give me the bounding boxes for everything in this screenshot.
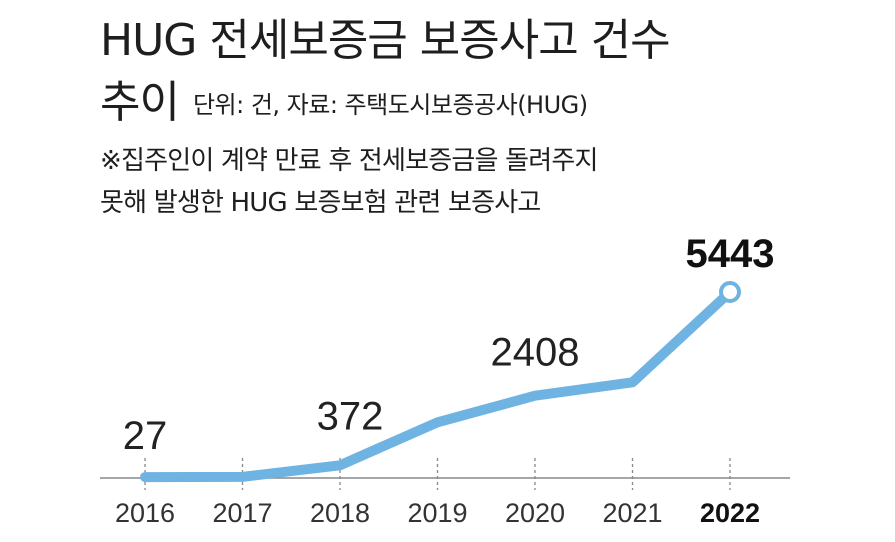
x-tick-label: 2016 xyxy=(115,498,175,528)
data-label-2022: 5443 xyxy=(686,232,775,276)
chart-title: HUG 전세보증금 보증사고 건수 추이 단위: 건, 자료: 주택도시보증공사(… xyxy=(100,10,860,136)
x-tick-label: 2017 xyxy=(212,498,272,528)
data-point-2022 xyxy=(719,281,741,303)
x-tick-label: 2020 xyxy=(505,498,565,528)
x-tick-label: 2019 xyxy=(407,498,467,528)
unit-source-label: 단위: 건, 자료: 주택도시보증공사(HUG) xyxy=(192,91,588,119)
x-tick-label: 2022 xyxy=(700,498,760,528)
data-label-2018: 372 xyxy=(317,394,384,438)
title-line-1: HUG 전세보증금 보증사고 건수 xyxy=(100,15,671,66)
chart-note: ※집주인이 계약 만료 후 전세보증금을 돌려주지 못해 발생한 HUG 보증보… xyxy=(100,140,880,224)
note-line-1: ※집주인이 계약 만료 후 전세보증금을 돌려주지 xyxy=(100,146,598,176)
data-label-2016: 27 xyxy=(123,414,168,458)
data-label-2020: 2408 xyxy=(491,331,580,375)
note-line-2: 못해 발생한 HUG 보증보험 관련 보증사고 xyxy=(100,188,541,218)
title-line-2: 추이 xyxy=(100,77,180,128)
x-tick-label: 2021 xyxy=(602,498,662,528)
x-tick-label: 2018 xyxy=(310,498,370,528)
series-line xyxy=(140,287,735,483)
